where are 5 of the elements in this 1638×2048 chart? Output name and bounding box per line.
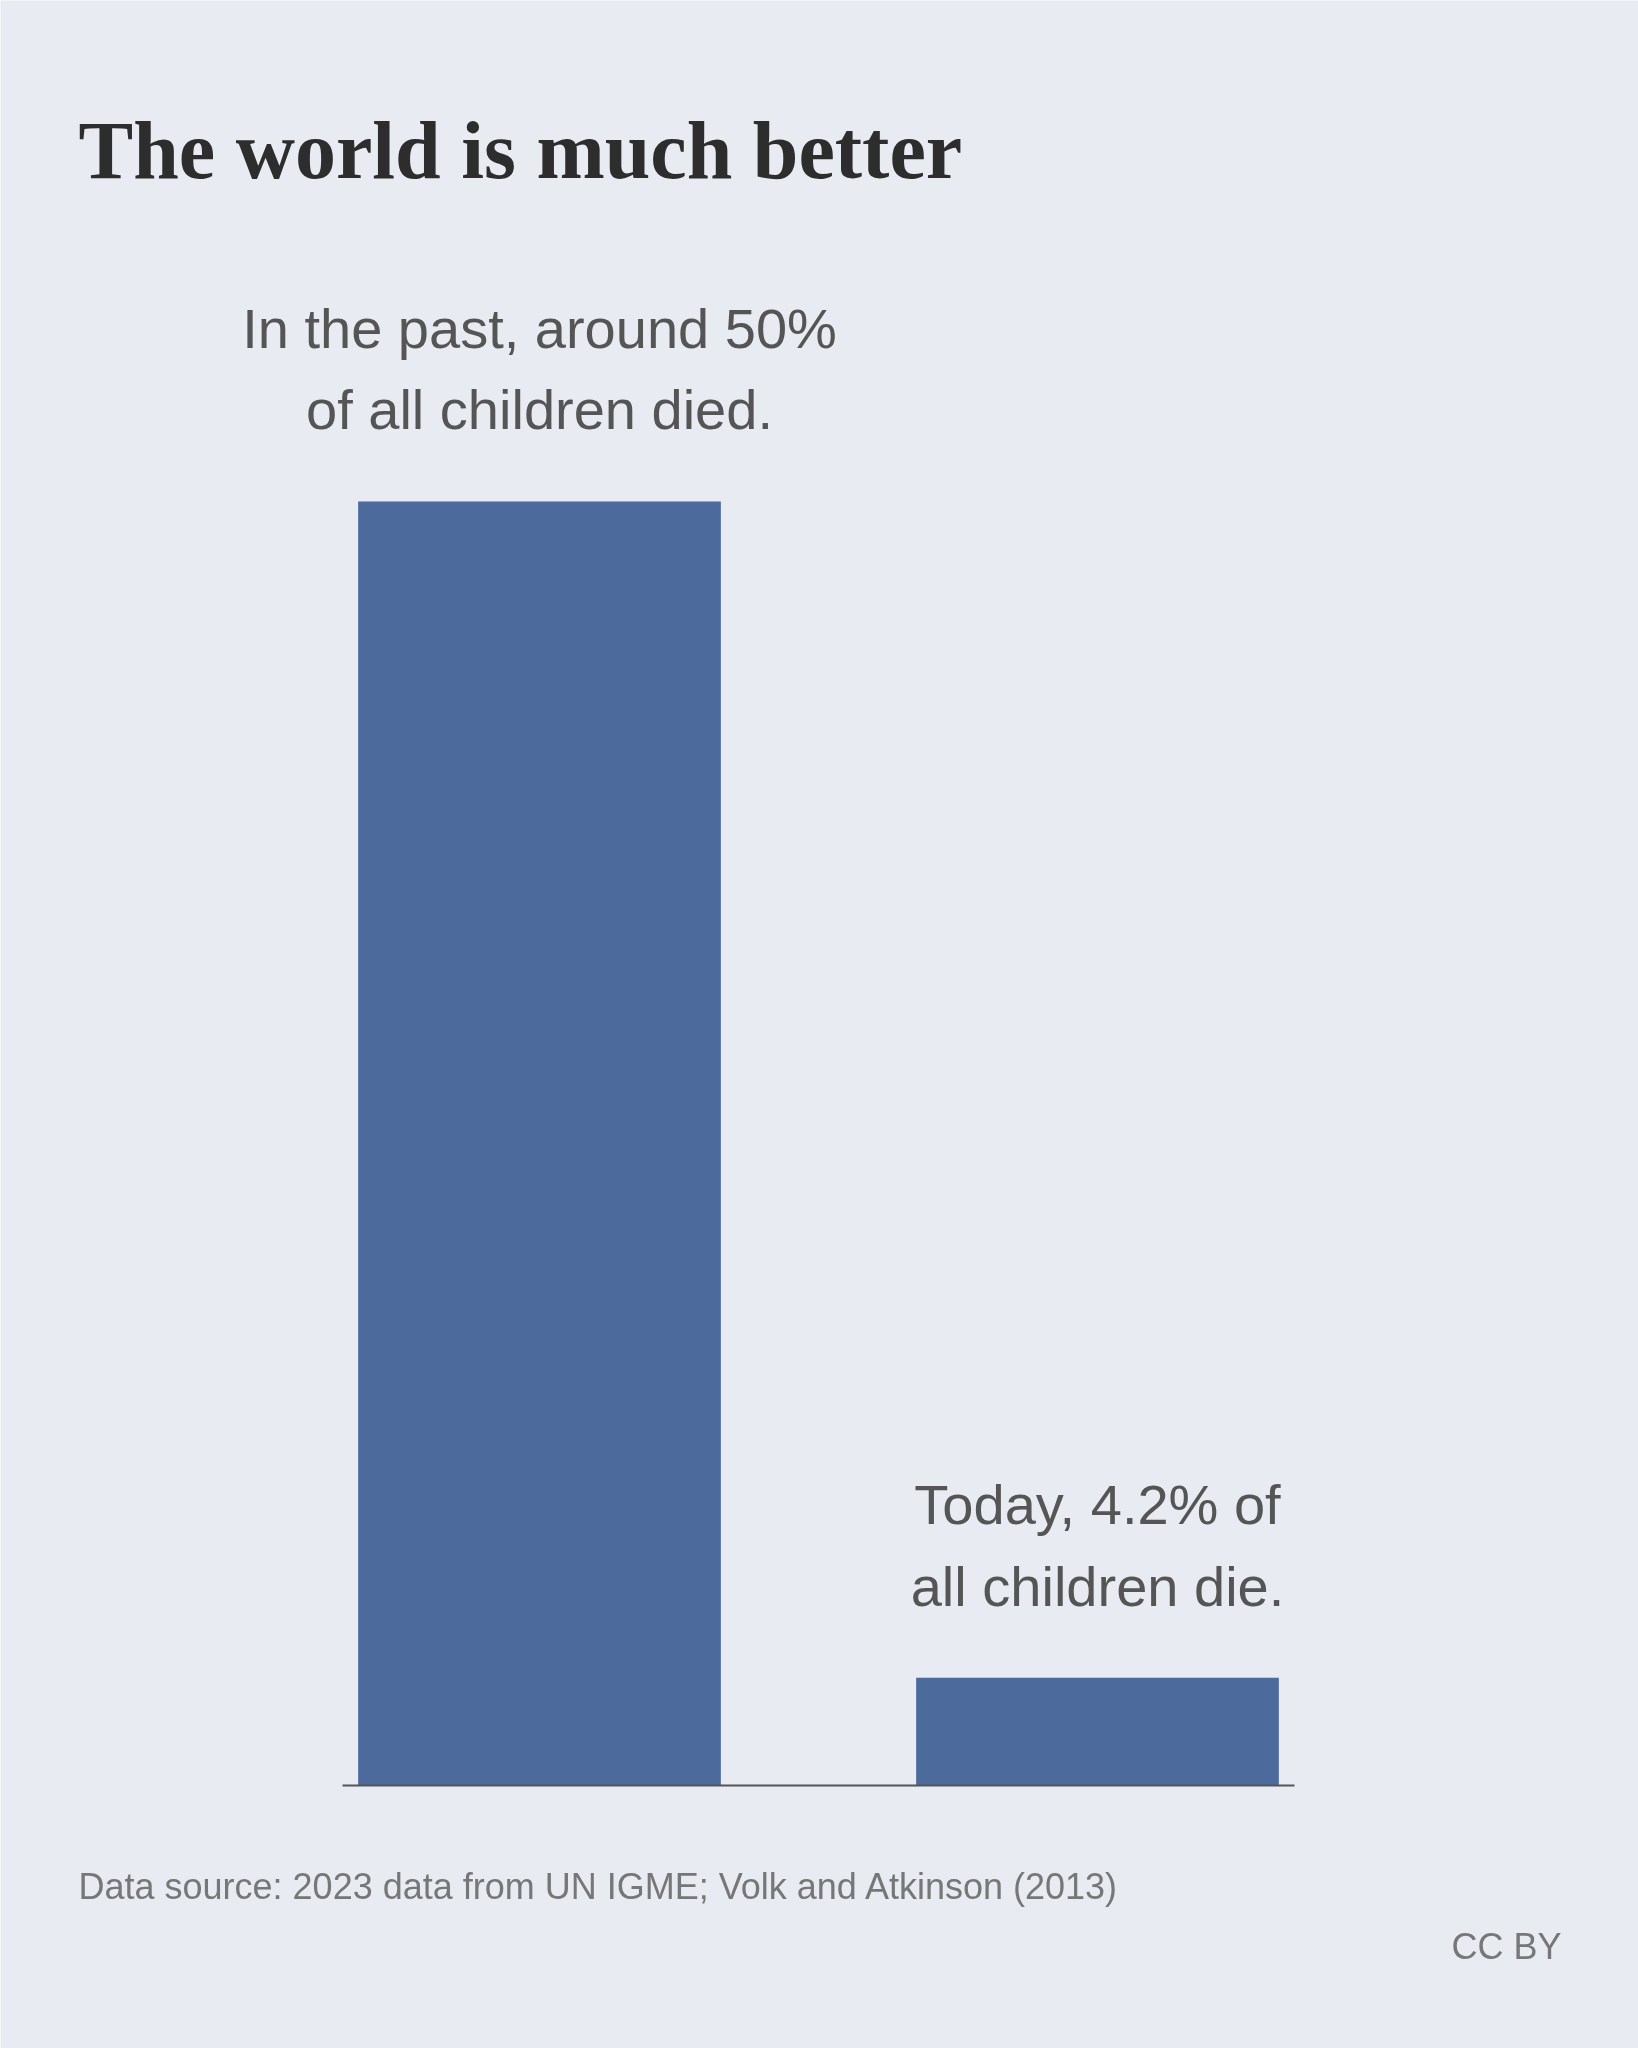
chart-title: The world is much better xyxy=(78,105,963,196)
annotation: Today, 4.2% of all children die. xyxy=(910,1472,1285,1618)
text: CC BY xyxy=(1451,1925,1562,1967)
annotation: In the past, around 50% of all children died. xyxy=(242,296,837,442)
source-note: Data source: 2023 data from UN IGME; Volk and Atkinson (2013) xyxy=(78,1865,1118,1907)
